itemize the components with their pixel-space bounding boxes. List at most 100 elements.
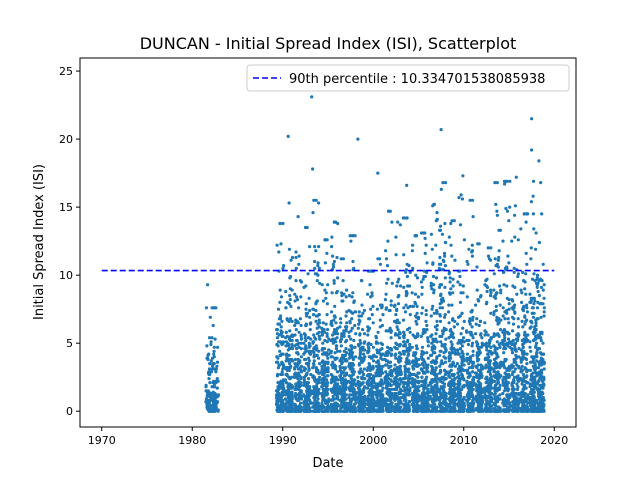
data-point — [329, 349, 333, 353]
data-point — [350, 398, 354, 402]
data-point — [288, 347, 292, 351]
data-point — [420, 379, 424, 383]
data-point — [208, 406, 212, 411]
data-point — [344, 357, 348, 362]
data-point — [435, 217, 439, 221]
data-point — [338, 385, 342, 389]
data-point — [324, 367, 328, 371]
data-point — [508, 205, 512, 209]
data-point — [276, 360, 280, 364]
data-point — [447, 370, 452, 374]
data-point — [362, 332, 367, 336]
data-point — [371, 345, 375, 349]
data-point — [416, 398, 420, 402]
data-point — [403, 344, 407, 348]
data-point — [294, 318, 298, 322]
data-point — [510, 381, 515, 385]
data-point — [313, 404, 317, 408]
data-point — [296, 215, 300, 219]
data-point — [459, 355, 463, 359]
data-point — [457, 401, 461, 405]
data-point — [512, 370, 516, 374]
data-point — [368, 363, 372, 367]
data-point — [426, 363, 430, 367]
data-point — [329, 372, 333, 377]
data-point — [424, 378, 428, 382]
data-point — [276, 322, 280, 326]
data-point — [443, 276, 447, 280]
data-point — [448, 276, 452, 280]
data-point — [281, 362, 285, 366]
data-point — [414, 302, 418, 306]
data-point — [430, 307, 434, 311]
data-point — [347, 396, 351, 400]
data-point — [338, 387, 342, 391]
data-point — [286, 134, 290, 138]
data-point — [398, 359, 402, 363]
data-point — [341, 366, 345, 370]
data-point — [534, 323, 538, 328]
data-point — [284, 336, 288, 340]
data-point — [402, 333, 406, 337]
data-point — [306, 364, 311, 368]
data-point — [294, 372, 298, 377]
data-point — [370, 313, 374, 317]
data-point — [304, 311, 308, 315]
data-point — [536, 333, 540, 337]
data-point — [366, 342, 370, 347]
data-point — [297, 345, 301, 349]
data-point — [288, 382, 292, 386]
data-point — [438, 255, 442, 260]
data-point — [353, 393, 357, 397]
data-point — [280, 370, 284, 374]
data-point — [471, 402, 475, 406]
data-point — [502, 351, 506, 355]
data-point — [504, 409, 508, 413]
data-point — [297, 404, 302, 408]
data-point — [483, 321, 487, 325]
data-point — [437, 228, 442, 232]
data-point — [313, 336, 317, 340]
data-point — [425, 261, 429, 265]
data-point — [339, 321, 343, 325]
data-point — [205, 393, 210, 397]
data-point — [476, 379, 480, 383]
data-point — [493, 362, 497, 366]
data-point — [461, 326, 465, 330]
data-point — [366, 406, 370, 411]
data-point — [298, 401, 303, 405]
data-point — [339, 359, 344, 363]
data-point — [471, 341, 475, 345]
data-point — [277, 250, 281, 254]
data-point — [484, 405, 488, 409]
data-point — [344, 314, 348, 318]
data-point — [397, 277, 401, 281]
data-point — [335, 255, 339, 260]
data-point — [537, 240, 542, 245]
data-point — [356, 391, 361, 396]
data-point — [405, 383, 410, 387]
data-point — [403, 396, 407, 400]
data-point — [429, 314, 433, 318]
data-point — [314, 198, 318, 202]
data-point — [467, 397, 471, 401]
data-point — [344, 328, 348, 332]
data-point — [362, 308, 366, 313]
data-point — [384, 351, 388, 355]
data-point — [542, 310, 546, 314]
data-point — [397, 391, 401, 396]
data-point — [504, 387, 508, 391]
data-point — [443, 254, 447, 258]
data-point — [311, 405, 315, 409]
data-point — [321, 398, 325, 402]
data-point — [316, 397, 320, 401]
data-point — [207, 398, 211, 402]
data-point — [487, 349, 491, 353]
data-point — [410, 345, 414, 349]
data-point — [332, 279, 336, 283]
data-point — [321, 321, 325, 325]
data-point — [512, 360, 516, 364]
data-point — [478, 319, 482, 323]
data-point — [498, 383, 502, 387]
